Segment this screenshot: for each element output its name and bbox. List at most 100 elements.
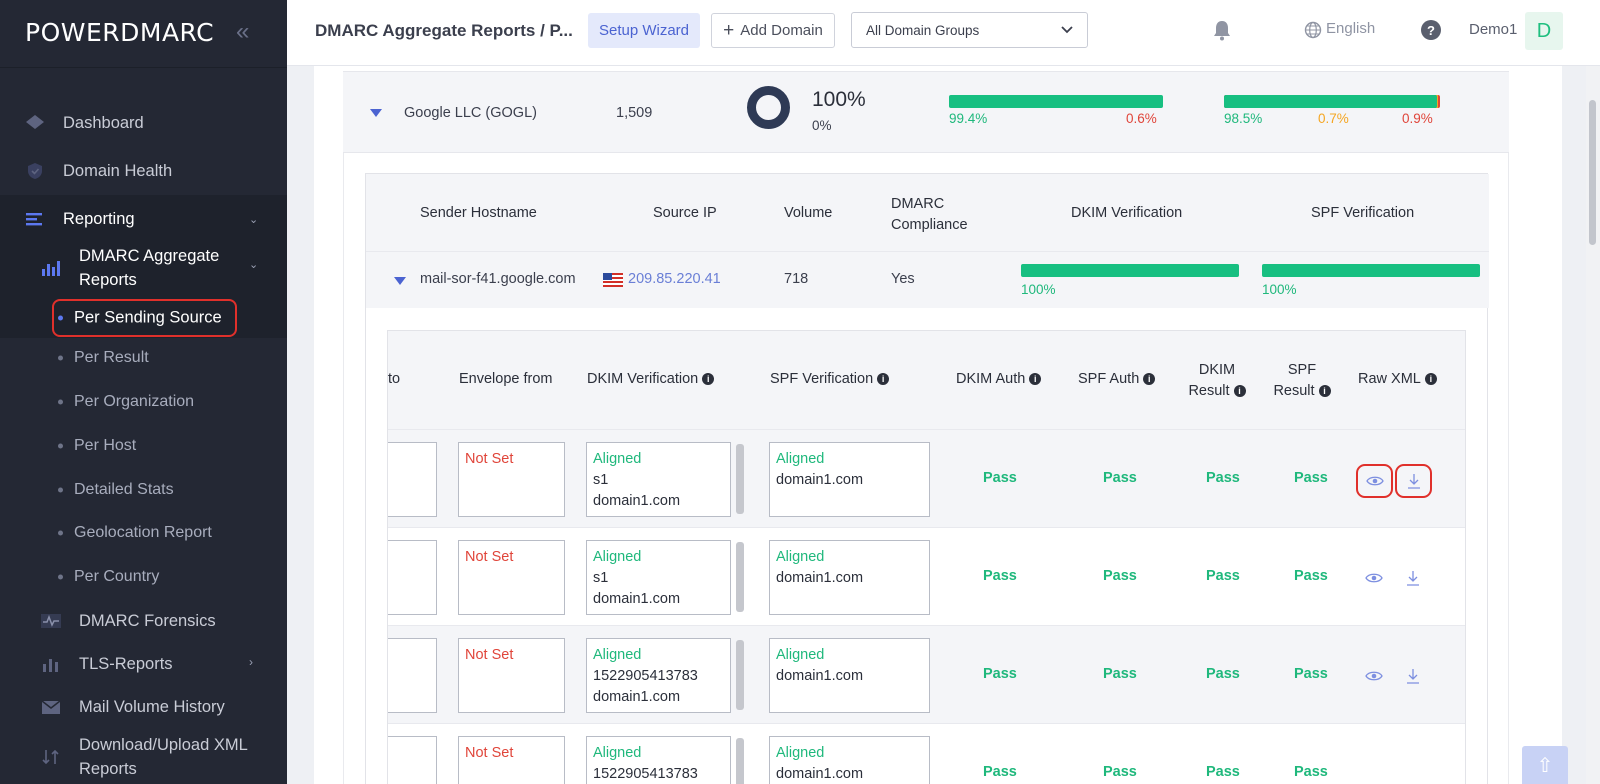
scrollbar-thumb[interactable] xyxy=(1589,100,1596,245)
sidebar-item-domain-health[interactable]: Domain Health xyxy=(0,156,287,186)
dkim-fail-percent: 0.6% xyxy=(1126,111,1157,126)
sidebar-subitem-per-sending-source[interactable]: Per Sending Source xyxy=(0,299,287,337)
collapse-sidebar-icon[interactable]: « xyxy=(236,18,250,45)
cell-scrollbar[interactable] xyxy=(736,738,744,784)
powerdmarc-logo[interactable]: POWERDMARC xyxy=(25,18,215,47)
language-selector[interactable]: English xyxy=(1326,20,1376,37)
view-xml-button[interactable] xyxy=(1361,565,1387,591)
info-icon[interactable]: i xyxy=(1233,385,1246,398)
page-scrollbar[interactable] xyxy=(1586,66,1600,784)
mail-icon xyxy=(41,700,61,714)
spf-verification-cell: Aligned domain1.com xyxy=(769,638,930,713)
sidebar-subitem-geolocation-report[interactable]: Geolocation Report xyxy=(0,521,287,545)
bar-chart-icon xyxy=(42,261,60,276)
chevron-down-icon xyxy=(1061,26,1073,34)
compliance-percent: 100% xyxy=(812,88,866,111)
download-icon xyxy=(1407,669,1419,684)
cell-scrollbar[interactable] xyxy=(736,444,744,514)
sidebar-item-label: Download/Upload XML Reports xyxy=(79,736,248,778)
info-icon[interactable]: i xyxy=(1143,373,1156,386)
view-xml-button[interactable] xyxy=(1356,464,1393,498)
sidebar-subitem-detailed-stats[interactable]: Detailed Stats xyxy=(0,478,287,502)
info-icon[interactable]: i xyxy=(702,373,715,386)
dkim-auth-value: Pass xyxy=(983,568,1017,584)
sidebar-item-dashboard[interactable]: Dashboard xyxy=(0,108,287,138)
dkim-result-value: Pass xyxy=(1206,568,1240,584)
avatar[interactable]: D xyxy=(1525,12,1563,50)
shield-icon xyxy=(28,163,42,179)
envelope-from-cell: Not Set xyxy=(458,540,565,615)
scroll-to-top-button[interactable]: ⇧ xyxy=(1522,746,1568,784)
host-row[interactable]: mail-sor-f41.google.com 209.85.220.41 71… xyxy=(366,251,1489,308)
reporting-icon xyxy=(26,213,42,226)
sidebar-item-tls-reports[interactable]: TLS-Reports › xyxy=(0,649,287,679)
transfer-icon xyxy=(42,749,59,765)
spf-aligned: Aligned xyxy=(776,549,825,565)
domain-groups-value: All Domain Groups xyxy=(866,22,980,38)
download-xml-button[interactable] xyxy=(1400,565,1426,591)
chevron-down-icon: ⌄ xyxy=(249,214,259,226)
sidebar-subitem-label: Per Host xyxy=(74,437,137,454)
info-icon[interactable]: i xyxy=(877,373,890,386)
dkim-pass-bar xyxy=(949,95,1163,108)
download-icon xyxy=(1407,571,1419,586)
info-icon[interactable]: i xyxy=(1424,373,1437,386)
sidebar-item-download-upload[interactable]: Download/Upload XML Reports xyxy=(0,732,287,782)
sidebar-item-mail-volume[interactable]: Mail Volume History xyxy=(0,692,287,722)
globe-icon[interactable] xyxy=(1304,21,1322,39)
bullet-icon xyxy=(58,443,63,449)
view-xml-button[interactable] xyxy=(1361,663,1387,689)
spf-result-value: Pass xyxy=(1294,470,1328,486)
detail-table-header: to Envelope from DKIM Verification i SPF … xyxy=(388,331,1465,429)
col-label: SPF Auth xyxy=(1078,371,1140,387)
download-icon xyxy=(1407,474,1420,489)
sidebar-subitem-per-host[interactable]: Per Host xyxy=(0,434,287,458)
sidebar-subitem-label: Detailed Stats xyxy=(74,481,174,498)
dkim-verification-cell: Aligned s1 domain1.com xyxy=(586,442,731,517)
sidebar-subitem-per-result[interactable]: Per Result xyxy=(0,346,287,370)
cell-scrollbar[interactable] xyxy=(736,640,744,710)
sidebar-item-dmarc-aggregate[interactable]: DMARC Aggregate Reports ⌄ xyxy=(0,244,287,292)
info-icon[interactable]: i xyxy=(1029,373,1042,386)
organization-row[interactable]: Google LLC (GOGL) 1,509 100% 0% 99.4% 0.… xyxy=(343,71,1509,153)
download-xml-button[interactable] xyxy=(1395,464,1432,498)
host-table-header: Sender Hostname Source IP Volume DMARC C… xyxy=(366,174,1489,251)
add-domain-button[interactable]: + Add Domain xyxy=(711,13,835,48)
sidebar-subitem-label: Per Result xyxy=(74,349,149,366)
col-to: to xyxy=(388,371,401,387)
cell-scrollbar[interactable] xyxy=(736,542,744,612)
eye-icon xyxy=(1365,573,1383,583)
dkim-aligned: Aligned xyxy=(593,549,642,565)
collapse-triangle-icon[interactable] xyxy=(394,277,406,285)
col-dkim-result: DKIM Result i xyxy=(1185,360,1249,402)
spf-auth-value: Pass xyxy=(1103,764,1137,780)
col-source-ip: Source IP xyxy=(653,205,717,221)
sidebar-item-label: Mail Volume History xyxy=(79,697,225,716)
dkim-verification-cell: Aligned s1 domain1.com xyxy=(586,540,731,615)
spf-auth-value: Pass xyxy=(1103,470,1137,486)
plus-icon: + xyxy=(723,20,735,41)
sidebar-subitem-per-organization[interactable]: Per Organization xyxy=(0,390,287,414)
spf-verification-cell: Aligned domain1.com xyxy=(769,442,930,517)
domain-groups-select[interactable]: All Domain Groups xyxy=(851,12,1088,48)
info-icon[interactable]: i xyxy=(1318,385,1331,398)
setup-wizard-button[interactable]: Setup Wizard xyxy=(588,13,700,48)
sidebar: POWERDMARC « Dashboard Domain Health Rep… xyxy=(0,0,287,784)
sidebar-subitem-per-country[interactable]: Per Country xyxy=(0,565,287,589)
help-icon[interactable]: ? xyxy=(1421,20,1441,40)
bell-icon[interactable] xyxy=(1211,19,1233,41)
active-highlight-outline xyxy=(52,299,237,337)
source-ip-link[interactable]: 209.85.220.41 xyxy=(628,271,721,287)
collapse-triangle-icon[interactable] xyxy=(370,109,382,117)
user-name[interactable]: Demo1 xyxy=(1469,21,1518,38)
pulse-icon xyxy=(41,614,61,628)
download-xml-button[interactable] xyxy=(1400,663,1426,689)
dkim-selector: s1 xyxy=(593,570,609,586)
sidebar-subitem-label: Per Country xyxy=(74,568,160,585)
detail-table: to Envelope from DKIM Verification i SPF … xyxy=(387,330,1466,784)
sidebar-item-reporting[interactable]: Reporting ⌄ xyxy=(0,204,287,234)
col-sender-hostname: Sender Hostname xyxy=(420,205,537,221)
spf-domain: domain1.com xyxy=(776,766,864,782)
eye-icon xyxy=(1365,476,1384,486)
sidebar-item-dmarc-forensics[interactable]: DMARC Forensics xyxy=(0,606,287,636)
